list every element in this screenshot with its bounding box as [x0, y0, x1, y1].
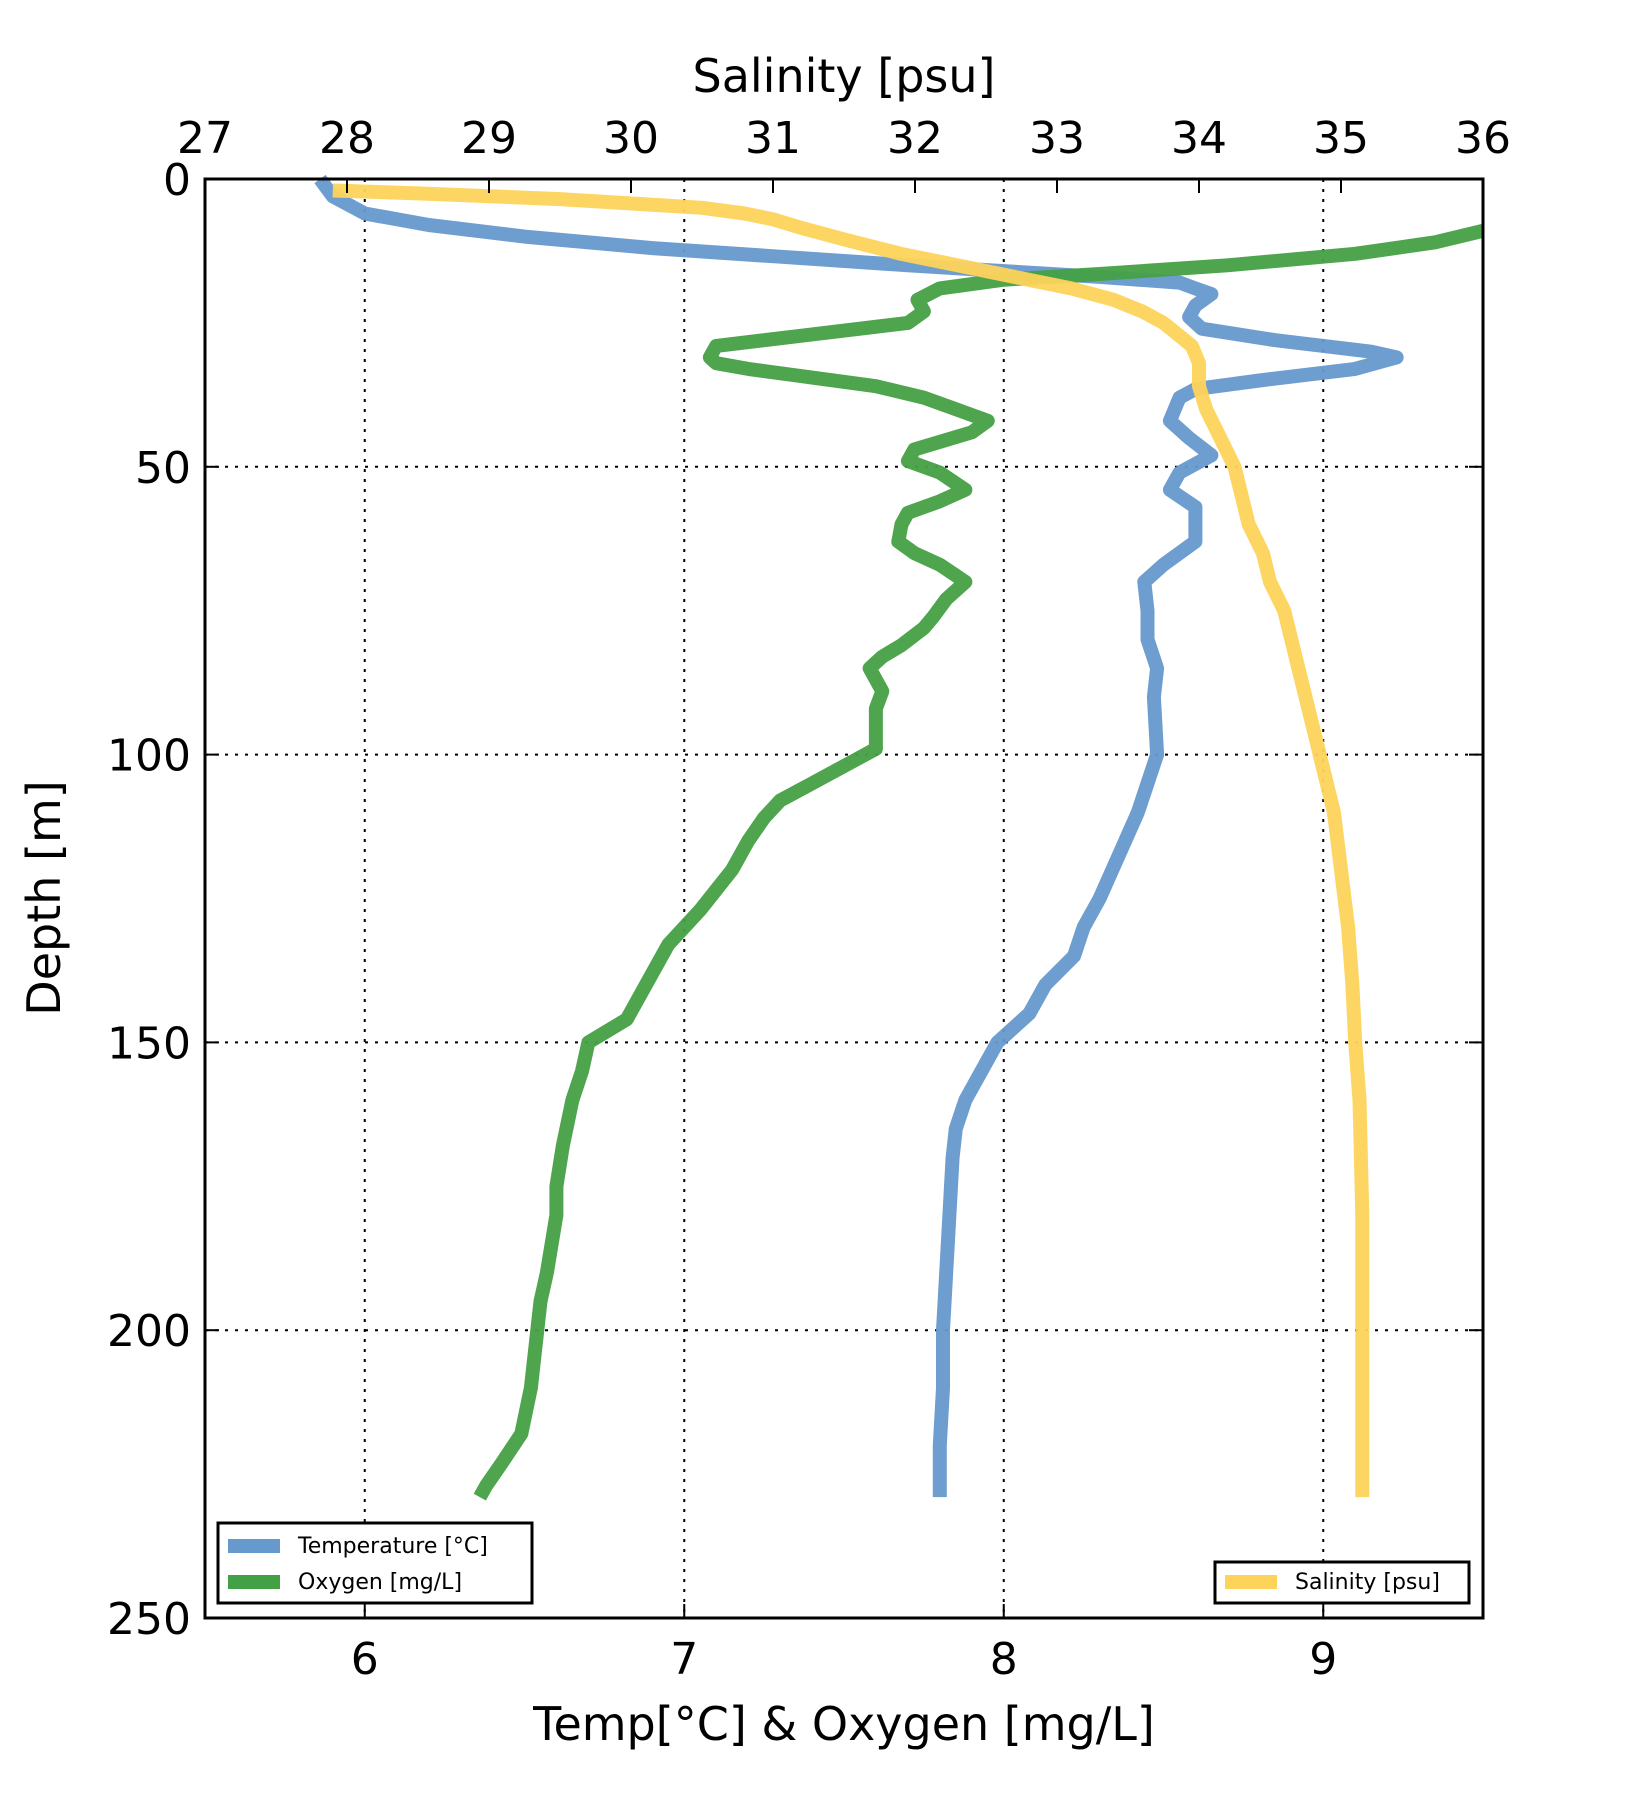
x-top-tick-label: 33 — [1029, 113, 1085, 164]
x-top-tick-label: 32 — [887, 113, 943, 164]
y-tick-label: 100 — [107, 731, 191, 782]
series-line-oxygen — [473, 223, 1485, 1501]
legend-label-oxygen: Oxygen [mg/L] — [298, 1570, 462, 1595]
plot-series — [314, 174, 1485, 1501]
plot-frame — [203, 177, 1485, 1620]
axis-ticks: 0 50 100 150 200 250 6 7 8 9 27 28 29 30 31 32 33 34 35 36 — [107, 113, 1511, 1685]
x-top-tick-label: 31 — [745, 113, 801, 164]
x-top-tick-label: 27 — [177, 113, 233, 164]
y-tick-label: 250 — [107, 1594, 191, 1645]
series-line-temperature — [314, 174, 1404, 1498]
x-top-tick-label: 34 — [1171, 113, 1227, 164]
y-tick-label: 0 — [163, 155, 191, 206]
legend-left: Temperature [°C] Oxygen [mg/L] — [216, 1521, 534, 1605]
legend-label-salinity: Salinity [psu] — [1295, 1570, 1440, 1595]
bottom-axis-label: Temp[°C] & Oxygen [mg/L] — [532, 1697, 1155, 1751]
x-top-tick-label: 35 — [1313, 113, 1369, 164]
x-top-tick-label: 29 — [461, 113, 517, 164]
top-axis-label: Salinity [psu] — [693, 49, 996, 103]
y-tick-label: 150 — [107, 1018, 191, 1069]
legend-left-box — [216, 1521, 534, 1605]
x-bottom-tick-label: 9 — [1309, 1634, 1337, 1685]
x-top-tick-label: 36 — [1455, 113, 1511, 164]
x-bottom-tick-label: 7 — [670, 1634, 698, 1685]
y-tick-label: 50 — [135, 443, 191, 494]
x-top-tick-label: 28 — [319, 113, 375, 164]
grid-lines — [205, 179, 1483, 1618]
y-axis-label: Depth [m] — [17, 780, 71, 1015]
legend-label-temperature: Temperature [°C] — [297, 1534, 488, 1559]
series-line-salinity — [332, 183, 1370, 1498]
x-bottom-tick-label: 6 — [351, 1634, 379, 1685]
x-bottom-tick-label: 8 — [990, 1634, 1018, 1685]
y-tick-label: 200 — [107, 1306, 191, 1357]
legend-right: Salinity [psu] — [1213, 1560, 1471, 1605]
x-top-tick-label: 30 — [603, 113, 659, 164]
